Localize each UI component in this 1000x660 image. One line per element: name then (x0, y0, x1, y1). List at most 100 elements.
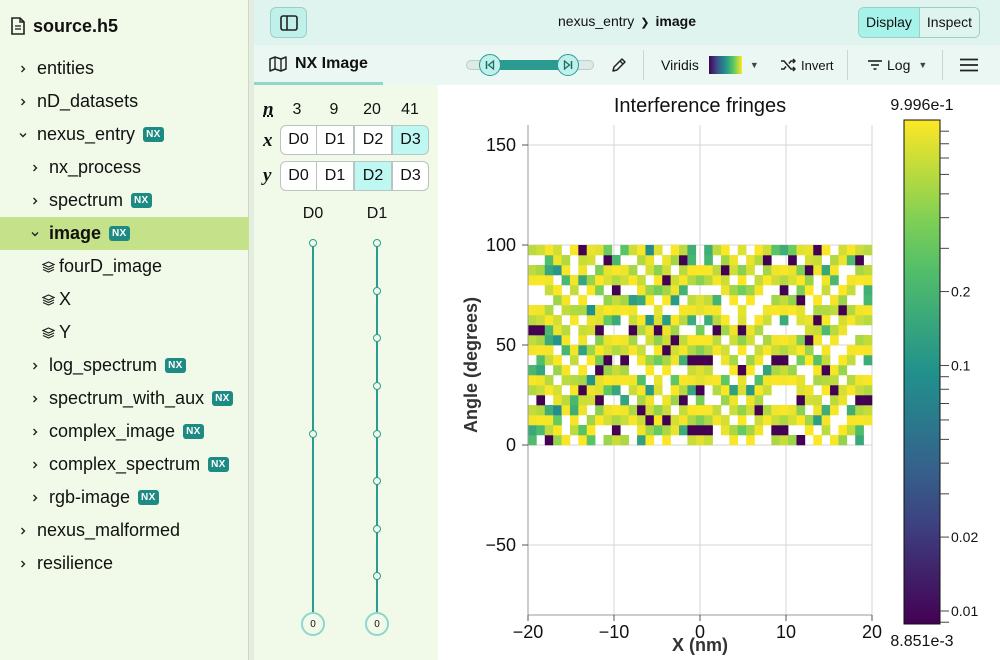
heatmap-cell (746, 355, 755, 366)
heatmap-cell (796, 295, 806, 306)
slicer-mark[interactable] (373, 286, 381, 295)
display-mode-button[interactable]: Display (859, 8, 919, 37)
y-axis-button-d0[interactable]: D0 (280, 161, 317, 191)
tree-item-spectrum-with-aux[interactable]: spectrum_with_aux NX (0, 382, 249, 415)
heatmap-cell (754, 325, 764, 336)
slider-min-thumb[interactable] (479, 54, 501, 76)
heatmap-cell (544, 285, 554, 296)
tree-item-nexus-entry[interactable]: nexus_entry NX (0, 118, 249, 151)
heatmap-cell (796, 395, 806, 406)
heatmap-cell (720, 275, 730, 286)
heatmap-cell (544, 315, 554, 326)
x-axis-button-d1[interactable]: D1 (316, 125, 354, 155)
heatmap-cell (804, 415, 814, 426)
tree-item-label: entities (37, 58, 95, 78)
heatmap-cell (771, 305, 781, 316)
heatmap-cell (712, 275, 722, 286)
heatmap-cell (838, 295, 848, 306)
tree-item-image[interactable]: image NX (0, 217, 249, 250)
tree-item-nx-process[interactable]: nx_process (0, 151, 249, 184)
edit-domain-button[interactable] (611, 45, 627, 85)
heatmap-cell (670, 275, 680, 286)
heatmap-cell (704, 295, 713, 306)
heatmap-cell (779, 415, 789, 426)
heatmap-cell (595, 335, 604, 346)
tree-item-complex-image[interactable]: complex_image NX (0, 415, 249, 448)
tree-item-complex-spectrum[interactable]: complex_spectrum NX (0, 448, 249, 481)
heatmap-cell (595, 285, 604, 296)
heatmap-cell (804, 395, 814, 406)
heatmap-cell (746, 255, 755, 266)
heatmap-cell (737, 335, 747, 346)
tree-item-nd-datasets[interactable]: nD_datasets (0, 85, 249, 118)
scale-selector[interactable]: Log ▼ (867, 45, 927, 85)
slicer-mark[interactable] (373, 477, 381, 486)
x-axis-button-d2[interactable]: D2 (354, 125, 392, 155)
heatmap-cell (855, 435, 864, 446)
heatmap-cell (528, 245, 537, 256)
inspect-mode-button[interactable]: Inspect (918, 8, 980, 37)
dimension-mapper: n 3 9 20 41 x D0 D1 D2 D3 y D0 D1 D2 D3 D0 0 D1 0 (254, 85, 438, 660)
heatmap-cell (779, 425, 789, 436)
heatmap-cell (679, 425, 688, 436)
skip-back-icon (485, 60, 495, 70)
heatmap-cell (645, 385, 655, 396)
tree-item-log-spectrum[interactable]: log_spectrum NX (0, 349, 249, 382)
slider-max-thumb[interactable] (557, 54, 579, 76)
slicer-mark[interactable] (309, 239, 317, 247)
heatmap-cell (830, 375, 839, 386)
tab-nx-image[interactable]: NX Image (254, 45, 383, 85)
slicer-knob-d1[interactable]: 0 (365, 612, 389, 636)
heatmap-cell (662, 295, 671, 306)
tree-item-spectrum[interactable]: spectrum NX (0, 184, 249, 217)
tree-item-entities[interactable]: entities (0, 52, 249, 85)
hamburger-icon (960, 58, 978, 72)
x-tick-label: 20 (862, 622, 882, 642)
heatmap-cell (662, 325, 671, 336)
heatmap-cell (846, 255, 856, 266)
heatmap-cell (586, 285, 596, 296)
tree-item-nexus-malformed[interactable]: nexus_malformed (0, 514, 249, 547)
pencil-icon (612, 58, 626, 72)
heatmap-cell (863, 295, 873, 306)
heatmap-cell (578, 365, 588, 376)
slicer-mark[interactable] (373, 572, 381, 581)
tree-item-x[interactable]: X (0, 283, 249, 316)
y-axis-button-d1[interactable]: D1 (316, 161, 354, 191)
heatmap-cell (645, 255, 655, 266)
slicer-mark[interactable] (373, 334, 381, 343)
heatmap-cell (771, 365, 781, 376)
x-axis-button-d0[interactable]: D0 (280, 125, 317, 155)
heatmap-cell (788, 365, 797, 376)
heatmap-cell (855, 255, 864, 266)
colormap-selector[interactable]: Viridis ▼ (661, 45, 759, 85)
x-axis-button-d3[interactable]: D3 (392, 125, 429, 155)
domain-slider[interactable] (466, 54, 594, 76)
heatmap-cell (830, 275, 839, 286)
sidebar-toggle-button[interactable] (270, 7, 307, 38)
slicer-mark[interactable] (373, 429, 381, 438)
heatmap-cell (662, 435, 671, 446)
tree-item-y[interactable]: Y (0, 316, 249, 349)
tree-item-rgb-image[interactable]: rgb-image NX (0, 481, 249, 514)
slicer-mark[interactable] (373, 239, 381, 247)
heatmap-cell (595, 365, 604, 376)
caret-down-icon: ▼ (918, 60, 928, 70)
y-axis-button-d2[interactable]: D2 (354, 161, 392, 191)
menu-button[interactable] (960, 45, 978, 85)
invert-toggle[interactable]: Invert (780, 45, 834, 85)
heatmap-cell (595, 325, 604, 336)
slicer-mark[interactable] (373, 524, 381, 533)
sidebar-resizer[interactable] (249, 0, 254, 660)
breadcrumb-parent[interactable]: nexus_entry (558, 13, 635, 29)
slicer-mark[interactable] (373, 381, 381, 390)
tree-item-fourd-image[interactable]: fourD_image (0, 250, 249, 283)
slicer-mark[interactable] (309, 429, 317, 438)
y-axis-button-d3[interactable]: D3 (392, 161, 429, 191)
heatmap-plot[interactable]: −20 −10 0 10 20 150 100 50 0 −50 Interference frin… (438, 85, 1000, 660)
heatmap-cell (637, 295, 646, 306)
heatmap-cell (779, 315, 789, 326)
slicer-knob-d0[interactable]: 0 (301, 612, 325, 636)
tree-item-resilience[interactable]: resilience (0, 547, 249, 580)
heatmap-cell (586, 275, 596, 286)
